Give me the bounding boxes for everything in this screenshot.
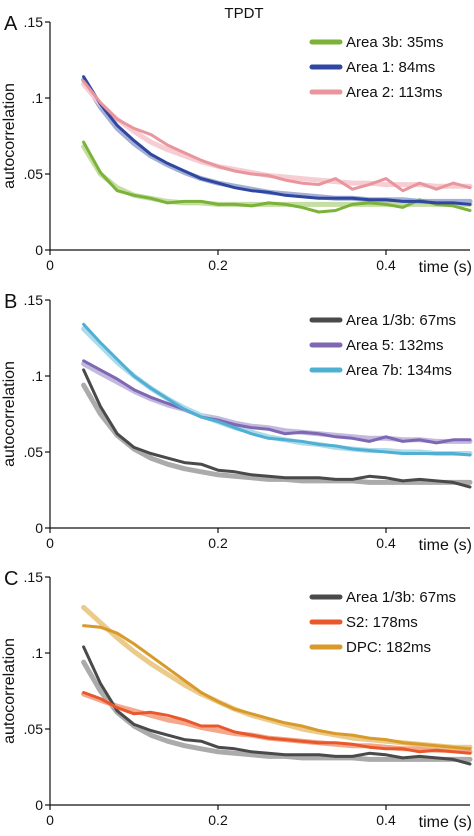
legend-label: S2: 178ms [346,614,418,631]
x-tick-label: 0.2 [208,812,228,828]
x-tick-label: 0.2 [208,257,228,273]
fit-line-1 [81,659,473,762]
y-tick-label: .05 [24,721,44,737]
x-tick-label: 0 [46,257,54,273]
legend-label: Area 2: 113ms [346,84,442,101]
x-tick-label: 0 [46,535,54,551]
x-axis-label: time (s) [419,259,472,276]
series-line-3 [82,79,472,193]
legend-label: Area 1: 84ms [346,59,435,76]
y-tick-label: .1 [31,645,43,661]
series-line-1 [82,140,472,214]
series-line-1 [82,368,472,489]
y-tick-label: 0 [35,797,43,813]
y-tick-label: .15 [24,292,44,308]
series-line-2 [82,359,472,445]
y-tick-label: .05 [24,444,44,460]
x-tick-label: 0.4 [376,812,396,828]
y-tick-label: .15 [24,569,44,585]
legend-label: Area 1/3b: 67ms [346,312,456,329]
series-line-1 [82,645,472,766]
series-line-2 [82,691,472,755]
x-axis-label: time (s) [419,814,472,831]
y-tick-label: 0 [35,242,43,258]
y-axis-label: autocorrelation [1,638,18,744]
y-tick-label: .15 [24,14,44,30]
legend-label: Area 3b: 35ms [346,34,444,51]
fit-line-1 [81,382,473,485]
panel-letter: B [4,291,17,313]
x-tick-label: 0.2 [208,535,228,551]
x-tick-label: 0.4 [376,535,396,551]
legend-label: Area 7b: 134ms [346,362,452,379]
figure-title: TPDT [224,5,263,22]
panel-letter: A [4,13,18,35]
panel-a: A 0 .05 .1 .15 0 0.2 0.4 time (s) autocorrelation… [1,13,473,276]
y-axis-label: autocorrelation [1,83,18,189]
legend-label: Area 5: 132ms [346,337,444,354]
y-tick-label: .1 [31,90,43,106]
y-tick-label: 0 [35,520,43,536]
y-tick-label: .05 [24,166,44,182]
series-line-3 [82,322,472,457]
series-line-3 [82,624,472,751]
y-tick-label: .1 [31,368,43,384]
panel-b: B 0 .05 .1 .15 0 0.2 0.4 time (s) autocorrelation… [1,291,473,554]
panel-c: C 0 .05 .1 .15 0 0.2 0.4 time (s) autocorrelation… [1,568,473,831]
x-axis-label: time (s) [419,537,472,554]
legend-label: DPC: 182ms [346,639,431,656]
x-tick-label: 0 [46,812,54,828]
series-line-2 [82,75,472,206]
x-tick-label: 0.4 [376,257,396,273]
legend-label: Area 1/3b: 67ms [346,589,456,606]
y-axis-label: autocorrelation [1,361,18,467]
panel-letter: C [4,568,18,590]
